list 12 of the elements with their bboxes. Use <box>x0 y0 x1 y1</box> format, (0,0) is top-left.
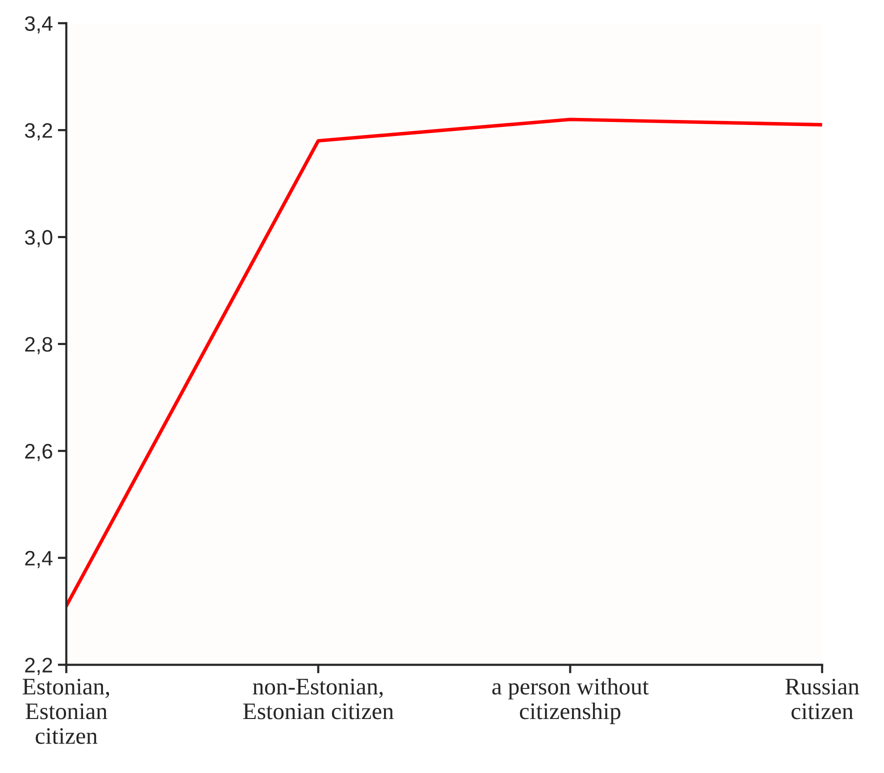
y-tick-label: 3,2 <box>24 123 52 140</box>
x-tick-label: Estonian, Estonian citizen <box>22 678 110 744</box>
y-tick-label: 2,2 <box>25 658 52 675</box>
y-tick-label: 2,6 <box>25 444 52 462</box>
y-tick-label: 3,0 <box>24 230 52 248</box>
y-tick-label: 2,4 <box>25 550 52 568</box>
x-tick-label: non-Estonian, Estonian citizen <box>243 678 394 720</box>
x-tick-label: a person without citizenship <box>492 678 649 724</box>
x-tick-label: Russian citizen <box>785 678 860 720</box>
y-tick-label: 3,4 <box>24 16 52 34</box>
line-series <box>66 118 822 608</box>
y-tick-label: 2,8 <box>25 336 52 354</box>
